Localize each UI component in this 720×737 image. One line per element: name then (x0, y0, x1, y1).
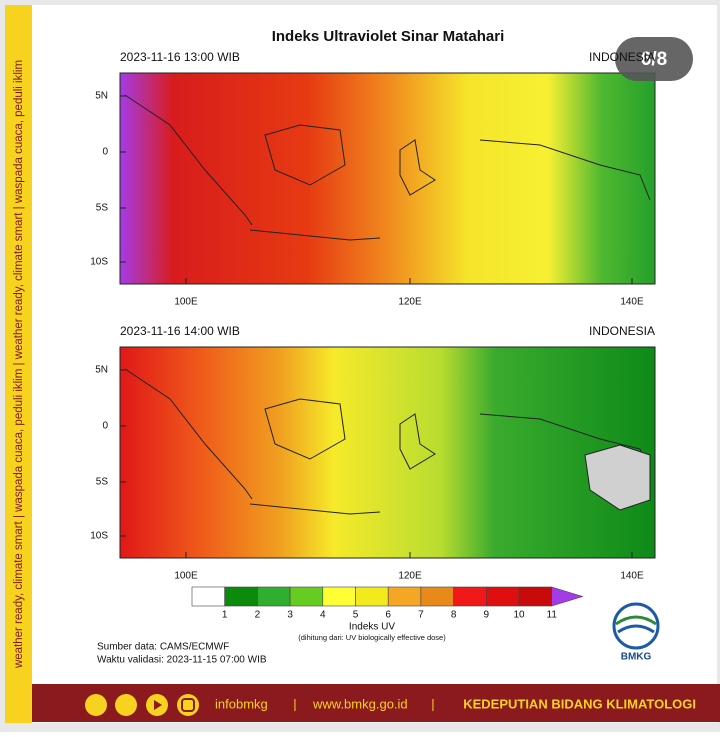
colorbar-segment (485, 586, 520, 607)
lat-label: 5S (96, 203, 109, 214)
lon-label: 140E (620, 571, 644, 582)
colorbar-tick-label: 9 (484, 610, 490, 621)
social-icons (85, 694, 199, 716)
side-text: weather ready, climate smart | waspada c… (13, 60, 25, 669)
colorbar-segment (518, 586, 553, 607)
colorbar-tick-label: 10 (513, 610, 525, 621)
footer-office: KEDEPUTIAN BIDANG KLIMATOLOGI (463, 696, 696, 711)
lon-label: 120E (398, 571, 422, 582)
colorbar-tick-label: 4 (320, 610, 326, 621)
legend-subtitle: (dihitung dari: UV biologically effectiv… (298, 633, 446, 642)
colorbar-segment (224, 586, 258, 607)
lon-label: 120E (398, 297, 422, 308)
page-counter: 6/8 (641, 49, 667, 70)
footer-separator: | (293, 696, 296, 711)
map-panel (119, 72, 656, 285)
timestamp: 2023-11-16 13:00 WIB (120, 50, 240, 64)
colorbar-arrow (551, 586, 584, 607)
colorbar-tick-label: 11 (547, 610, 558, 621)
footer-separator: | (431, 696, 434, 711)
colorbar-tick-label: 1 (222, 610, 228, 621)
colorbar-tick-label: 8 (451, 610, 457, 621)
lon-label: 100E (174, 571, 198, 582)
map-panel (119, 346, 656, 559)
lat-label: 5N (95, 365, 108, 376)
page-counter-badge (615, 37, 693, 81)
side-strip (5, 5, 32, 723)
no-data-area (584, 444, 651, 511)
colorbar-segment (191, 586, 226, 607)
lat-label: 5N (95, 91, 108, 102)
region-label: INDONESIA (589, 324, 655, 338)
logo (612, 602, 660, 650)
timestamp: 2023-11-16 14:00 WIB (120, 324, 240, 338)
footer-handle: infobmkg (215, 696, 268, 711)
colorbar-segment (289, 586, 324, 607)
colorbar-tick-label: 5 (353, 610, 359, 621)
colorbar-tick-label: 3 (287, 610, 293, 621)
colorbar-segment (387, 586, 422, 607)
lat-label: 10S (90, 531, 108, 542)
colorbar-segment (420, 586, 454, 607)
footer-website: www.bmkg.go.id (312, 696, 408, 711)
logo-text: BMKG (621, 652, 652, 663)
region-label: INDONESIA (589, 50, 655, 64)
colorbar-tick-label: 6 (385, 610, 391, 621)
colorbar-tick-label: 7 (418, 610, 424, 621)
colorbar-segment (257, 586, 291, 607)
lat-label: 0 (102, 421, 108, 432)
legend: 1 2 3 4 5 6 7 8 9 10 11 Indeks UV(dihitung dari: UV… (191, 586, 584, 642)
lat-label: 5S (96, 477, 109, 488)
coastlines (124, 94, 651, 515)
lon-label: 100E (174, 297, 198, 308)
legend-title: Indeks UV (349, 622, 395, 633)
colorbar-tick-label: 2 (255, 610, 261, 621)
colorbar-segment (355, 586, 389, 607)
source: Sumber data: CAMS/ECMWF (97, 642, 229, 653)
validity: Waktu validasi: 2023-11-15 07:00 WIB (97, 655, 267, 666)
title: Indeks Ultraviolet Sinar Matahari (272, 28, 505, 45)
colorbar-segment (453, 586, 487, 607)
lat-label: 10S (90, 257, 108, 268)
colorbar-segment (322, 586, 356, 607)
lat-label: 0 (102, 147, 108, 158)
lon-label: 140E (620, 297, 644, 308)
